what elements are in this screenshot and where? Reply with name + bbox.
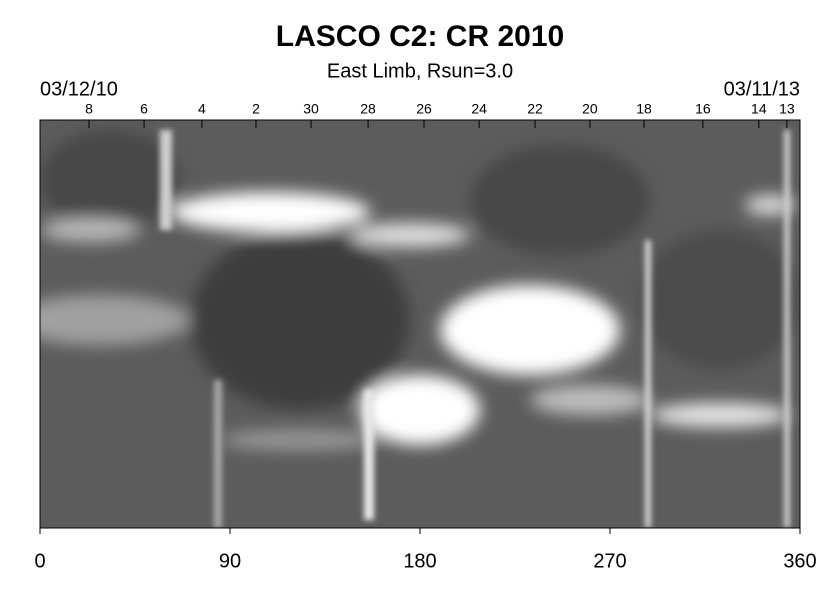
- top-tick-label: 30: [303, 101, 319, 117]
- top-tick-label: 28: [360, 101, 376, 117]
- x-tick-label: 180: [403, 550, 436, 572]
- x-tick-label: 0: [34, 550, 45, 572]
- x-tick-label: 360: [783, 550, 816, 572]
- top-tick-label: 2: [252, 101, 260, 117]
- axes: 0 90 180 270 360 8 6 4 2 30 28 26 24 22 20 18 16 14 13: [34, 101, 816, 573]
- top-tick-label: 22: [527, 101, 543, 117]
- x-tick-label: 90: [219, 550, 241, 572]
- top-tick-label: 8: [85, 101, 93, 117]
- top-tick-label: 13: [779, 101, 795, 117]
- top-tick-label: 4: [198, 101, 206, 117]
- top-tick-label: 16: [695, 101, 711, 117]
- top-tick-label: 18: [636, 101, 652, 117]
- chart-title: LASCO C2: CR 2010: [276, 20, 564, 53]
- top-tick-label: 14: [751, 101, 767, 117]
- start-date: 03/12/10: [40, 78, 118, 100]
- top-tick-label: 20: [582, 101, 598, 117]
- top-tick-label: 6: [140, 101, 148, 117]
- synoptic-image: [40, 120, 800, 528]
- top-tick-label: 24: [471, 101, 487, 117]
- top-tick-label: 26: [416, 101, 432, 117]
- x-tick-label: 270: [593, 550, 626, 572]
- chart-subtitle: East Limb, Rsun=3.0: [327, 60, 513, 82]
- end-date: 03/11/13: [724, 78, 800, 100]
